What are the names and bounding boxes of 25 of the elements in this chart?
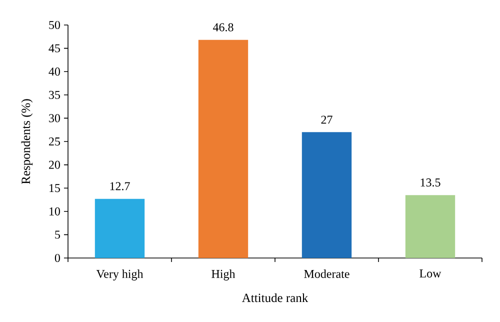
y-axis-title: Respondents (%) bbox=[21, 99, 33, 184]
bar bbox=[302, 132, 352, 258]
bar bbox=[198, 40, 248, 258]
x-tick-label: Low bbox=[420, 270, 442, 278]
y-tick-label: 30 bbox=[49, 114, 60, 122]
data-label: 27 bbox=[321, 116, 332, 124]
data-label: 46.8 bbox=[212, 23, 234, 32]
y-tick-label: 35 bbox=[49, 90, 60, 99]
bar bbox=[405, 195, 456, 258]
y-tick-label: 0 bbox=[54, 254, 60, 262]
y-tick-label: 45 bbox=[48, 44, 60, 52]
y-tick-label: 40 bbox=[48, 68, 60, 76]
x-tick-label: High bbox=[212, 270, 236, 280]
y-tick-label: 50 bbox=[49, 20, 60, 30]
y-tick-label: 20 bbox=[49, 160, 60, 169]
data-label: 12.7 bbox=[110, 182, 130, 190]
bar bbox=[94, 198, 145, 258]
x-tick-label: Very high bbox=[96, 270, 144, 280]
x-axis-title: Attitude rank bbox=[242, 293, 308, 302]
y-tick-label: 10 bbox=[50, 207, 60, 216]
y-tick-label: 25 bbox=[49, 137, 60, 146]
x-tick-label: Moderate bbox=[304, 270, 350, 278]
y-tick-label: 5 bbox=[55, 230, 60, 239]
data-label: 13.5 bbox=[420, 178, 440, 187]
y-tick-label: 15 bbox=[50, 184, 60, 192]
